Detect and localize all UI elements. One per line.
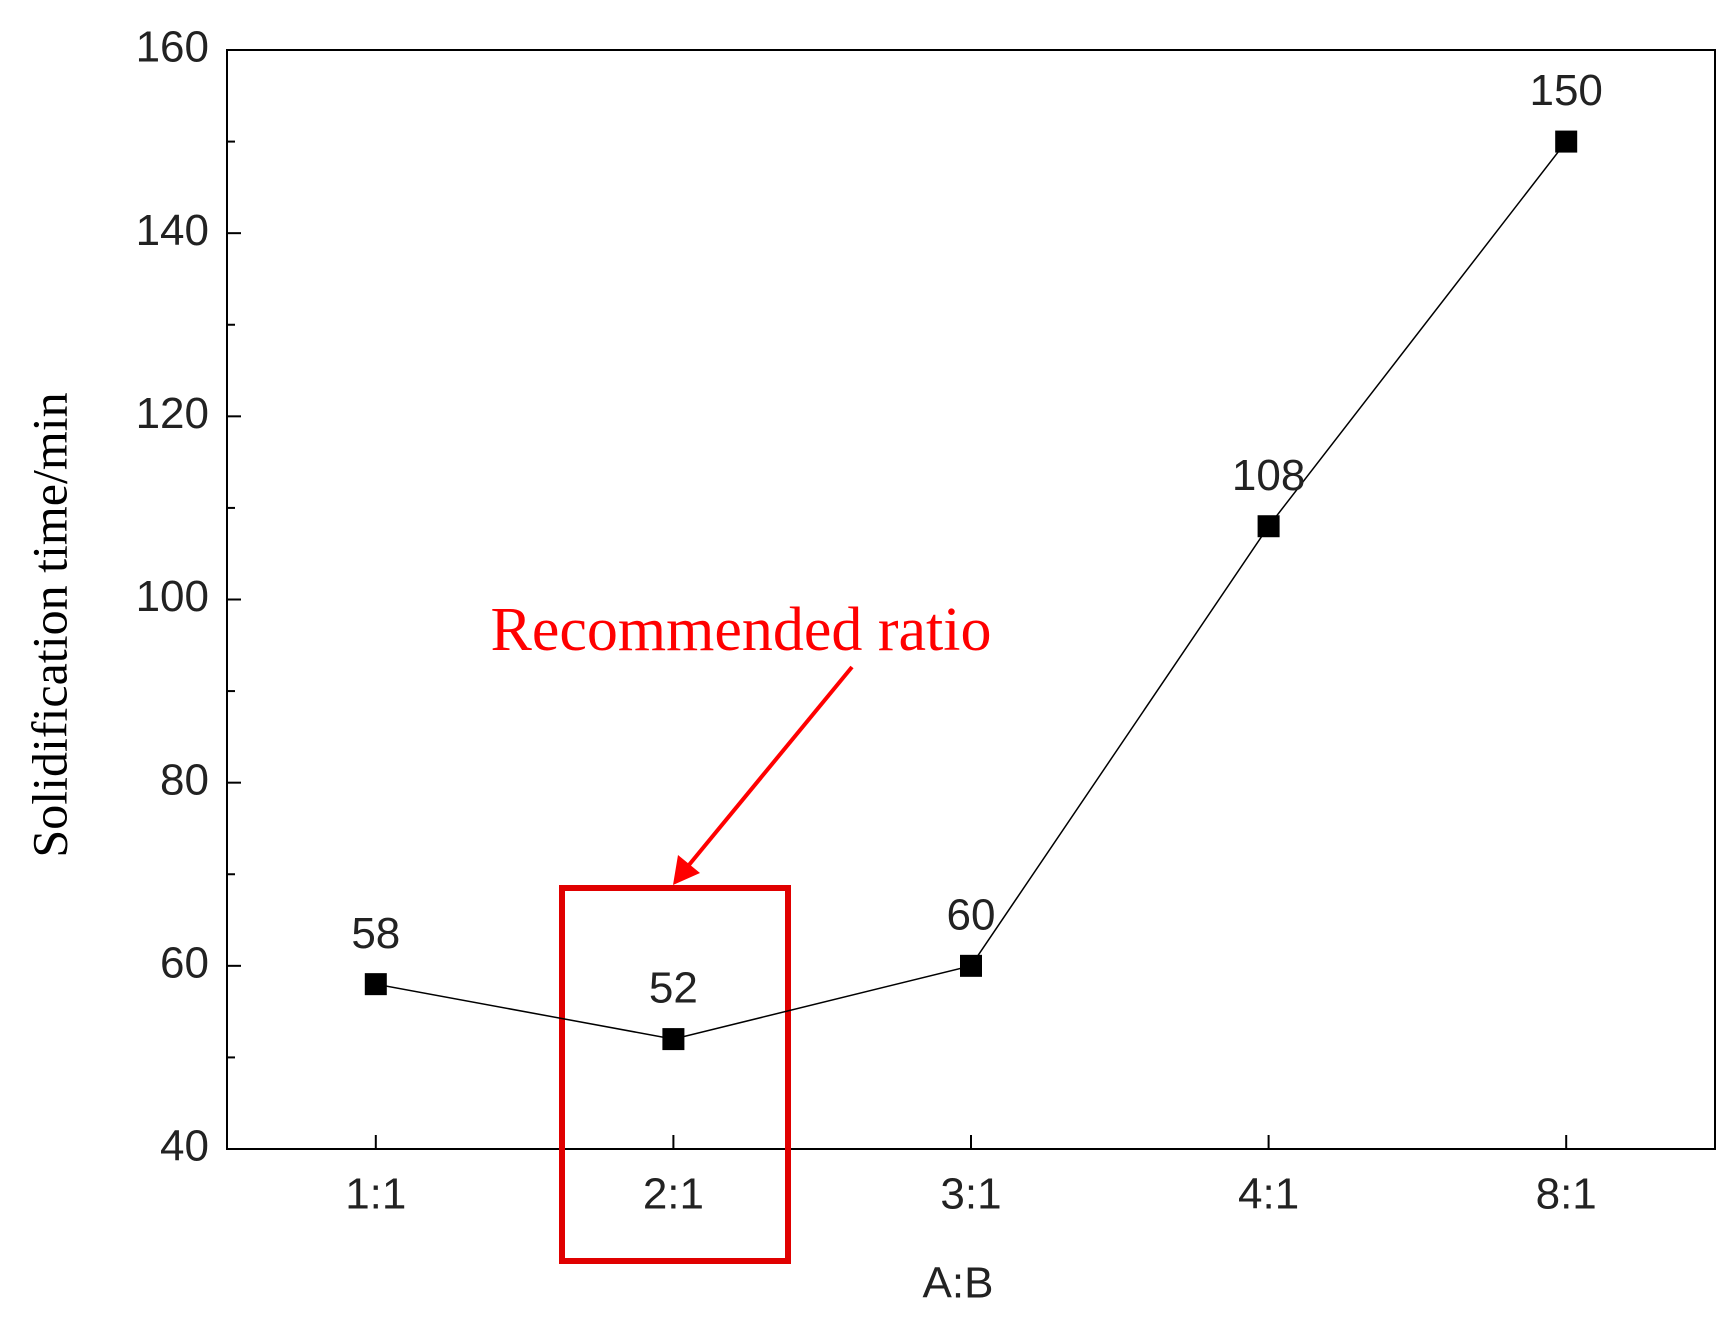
x-tick-label: 2:1	[643, 1170, 704, 1219]
x-tick-label: 1:1	[345, 1170, 406, 1219]
y-tick-label: 60	[160, 938, 209, 987]
y-tick-label: 160	[136, 23, 209, 72]
marker	[662, 1028, 685, 1051]
marker	[960, 954, 982, 977]
annotation: Recommended ratio	[491, 596, 992, 664]
x-tick-label: 4:1	[1238, 1170, 1299, 1219]
y-axis-label: Solidification time/min	[21, 392, 77, 857]
x-tick-label: 8:1	[1536, 1170, 1597, 1219]
x-tick-label: 3:1	[940, 1170, 1001, 1219]
y-tick-label: 80	[160, 755, 209, 804]
x-axis-label: A:B	[923, 1259, 994, 1308]
data-label: 150	[1529, 66, 1602, 115]
marker	[364, 973, 387, 996]
data-label: 60	[947, 890, 996, 939]
data-label: 108	[1232, 451, 1305, 500]
arrow-head	[673, 855, 700, 885]
marker	[1257, 515, 1280, 538]
y-tick-label: 40	[160, 1122, 209, 1171]
data-label: 52	[649, 964, 698, 1013]
y-tick-label: 100	[136, 572, 209, 621]
data-label: 58	[351, 909, 400, 958]
annotation-arrow	[682, 665, 854, 873]
marker	[1555, 130, 1578, 153]
y-tick-label: 120	[136, 389, 209, 438]
highlight-box	[559, 885, 791, 1264]
y-tick-label: 140	[136, 206, 209, 255]
